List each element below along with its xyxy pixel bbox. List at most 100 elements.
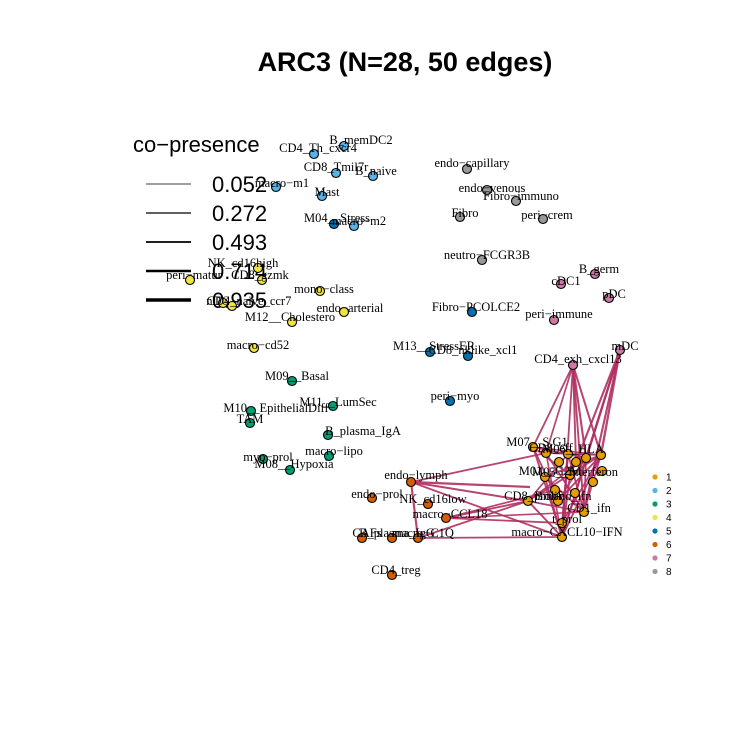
node-label-macro-c1q: macro−C1Q [392,526,454,540]
cluster-label-2: 2 [666,486,672,497]
node-label-m12-cholestero: M12__Cholestero [245,310,335,324]
node-label-pdc: pDC [602,287,626,301]
cluster-swatch-1 [652,474,658,480]
node-label-fibro-pcolce2: Fibro−PCOLCE2 [432,300,520,314]
node-macro-cd52 [248,342,260,354]
node-cd8-gzmk [256,274,268,286]
node-neutro-fcgr3b [476,254,488,266]
node-cd8-tmil7r [330,167,342,179]
node-label-cd4-treg: CD4_treg [371,563,421,577]
node-label-b-plasma-igg: B_plasma_IgG [359,526,435,540]
cluster-swatch-2 [652,487,658,494]
node-cdc1 [555,278,567,290]
node-label-endo-venous: endo−venous [459,181,526,195]
node-macro-cxcl10-ifn [556,531,568,543]
node-label-b-plasma-iga: B_plasma_IgA [325,424,401,438]
cluster-swatch-6 [652,541,658,548]
node-b-memdc2 [338,140,350,152]
edge [527,500,563,538]
edge [527,454,602,502]
legend: co−presence 0.052 0.272 0.493 0.714 0.93… [133,132,267,313]
node-label-cd8-nklike-xcl1: CD8_nklike_xcl1 [429,343,518,357]
node-endo-lymph [405,476,417,488]
legend-value-1: 0.052 [212,172,267,197]
node-peri-myo [444,395,456,407]
cluster-label-3: 3 [666,500,672,511]
cluster-swatch-7 [652,555,658,561]
node-bmono-ifn [552,495,564,507]
node-cd8-eff [540,447,552,459]
node-label-peri-immune: peri−immune [525,307,593,321]
edge [567,453,585,513]
node-label-nk-cd16low: NK_cd16low [399,492,466,506]
node-label-macro-m2: macro−m2 [332,214,386,228]
edge [410,481,529,502]
cluster-label-7: 7 [666,554,672,565]
node-cd8-prolif [522,495,534,507]
node-m08-hypoxia [284,464,296,476]
node-hub [569,487,581,499]
cluster-label-4: 4 [666,513,672,524]
edge [445,511,585,519]
node-mast [316,190,328,202]
node-myo-prol [257,453,269,465]
node-label-bmono-ifn: Bmono_ifn [535,489,593,503]
edge [409,481,420,539]
node-label-fibro-immuno: Fibro−immuno [483,189,559,203]
node-label-m01-g2m: M01__G2M [519,464,582,478]
node-endo-venous [481,184,493,196]
edge [561,454,602,524]
node-label-mono-class: mono−class [294,282,354,296]
node-m01-g2m [539,471,551,483]
node-m07-s-g1 [527,441,539,453]
node-label-endo-capillary: endo−capillary [434,156,510,170]
node-hub [549,484,561,496]
node-label-cd8-tmil7r: CD8_Tmil7r [304,160,369,174]
node-label-b-germ: B_germ [579,262,620,276]
node-label-cd1-ifn: CD1_ifn [567,501,612,515]
node-label-m13-stresser: M13__StressER [393,339,476,353]
edge [572,364,602,456]
node-label-m09-basal: M09__Basal [265,369,329,383]
node-peri-immune [548,314,560,326]
legend-value-2: 0.272 [212,201,267,226]
node-label-tam: TAM [237,412,264,426]
node-fibro-pcolce2 [466,306,478,318]
cluster-swatch-3 [652,501,658,507]
edge [582,349,622,513]
cluster-swatch-8 [652,568,658,575]
node-m05-interferon [564,469,576,481]
node-label-m05-interferon: M05__Interferon [532,465,619,479]
edge [417,500,529,539]
cluster-label-1: 1 [666,473,672,484]
node-macro-ccl18 [440,512,452,524]
node-label-cd8-gzmk: CD8_gzmk [231,268,289,282]
node-m04-stress [328,218,340,230]
node-m11-lumsec [327,400,339,412]
node-label-macro-m1: macro−m1 [255,176,309,190]
node-label-mdc: mDC [611,339,638,353]
node-macro-m1 [270,181,282,193]
node-label-b-naive: B_naive [355,164,397,178]
node-peri-crem [537,213,549,225]
node-hub [587,476,599,488]
node-endo-capillary [461,163,473,175]
legend-value-3: 0.493 [212,230,267,255]
node-label-cd4-naive-ccr7: CD4_naive_ccr7 [207,294,292,308]
node-m09-basal [286,375,298,387]
node-ndc [217,297,229,309]
cluster-swatch-5 [652,528,658,534]
node-label-peri-myo: peri−myo [431,389,480,403]
edge [410,480,531,489]
edge [583,457,587,513]
node-label-peri-matur: peri−matur [166,268,222,282]
cluster-legend: 1 2 3 4 5 6 7 8 [652,473,672,578]
edge [532,364,574,448]
node-b-plasma-igg [386,532,398,544]
node-label-macro-cxcl10-ifn: macro−CXCL10−IFN [511,525,622,539]
node-label-cd8-prolif: CD8_prolif [504,489,562,503]
node-cd1-ifn [578,506,590,518]
node-nk-cd16low [422,498,434,510]
node-cafs [356,532,368,544]
